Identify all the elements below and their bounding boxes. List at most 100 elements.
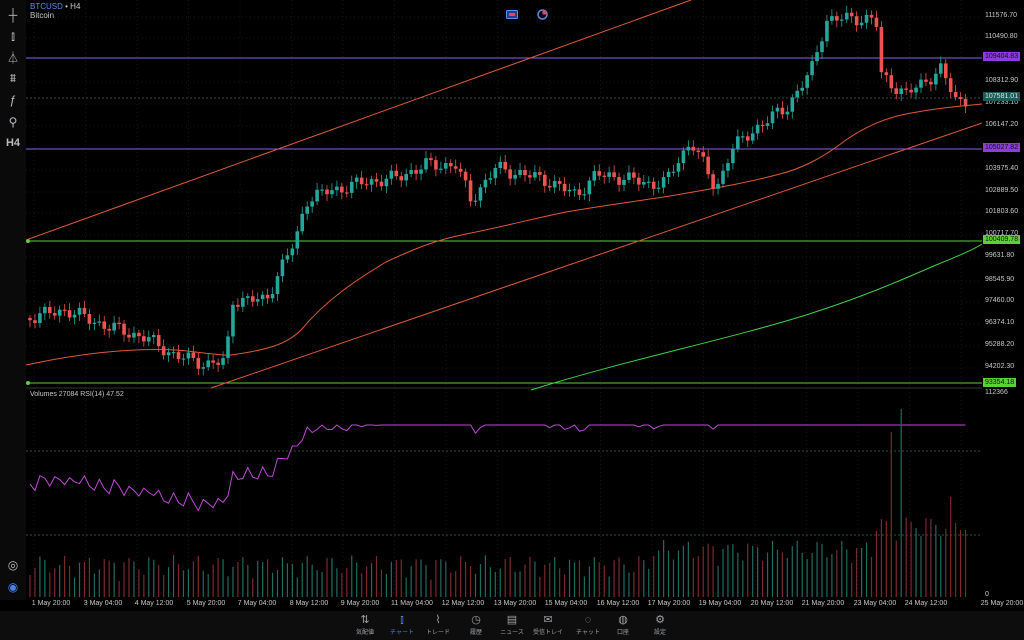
candle-body: [948, 78, 953, 92]
candle-body: [701, 152, 705, 157]
volume-bar: [469, 565, 472, 597]
volume-bar: [504, 558, 506, 597]
candle-body: [122, 323, 126, 335]
candle-body: [597, 171, 602, 176]
candle-body: [439, 168, 443, 170]
volume-bar: [390, 561, 392, 597]
price-chart[interactable]: [25, 0, 983, 600]
crosshair-icon[interactable]: ┼: [8, 8, 18, 22]
candle-body: [315, 189, 319, 202]
nav-chart[interactable]: ⫾ チャート: [382, 613, 422, 636]
volume-bar: [826, 557, 828, 597]
candle-body: [547, 185, 552, 188]
candle-body: [632, 172, 636, 178]
volume-bar: [281, 557, 284, 597]
volume-bar: [440, 559, 442, 597]
candle-body: [52, 313, 57, 316]
volume-bar: [375, 555, 378, 597]
volume-bar: [687, 541, 689, 597]
candle-body: [127, 334, 131, 338]
volume-bar: [880, 519, 882, 597]
price-label: 99631.80: [985, 252, 1015, 259]
candle-body: [750, 133, 755, 141]
nav-label: トレード: [425, 630, 450, 636]
candle-body: [894, 88, 899, 95]
candle-body: [795, 90, 800, 98]
candle-body: [409, 170, 413, 174]
candles-icon[interactable]: ⫾: [11, 28, 15, 43]
volume-bar: [232, 566, 234, 597]
indicators-icon[interactable]: ⏃: [6, 50, 19, 65]
candle-body: [884, 72, 889, 76]
candle-body: [399, 176, 404, 181]
time-label: 12 May 12:00: [441, 600, 485, 607]
volume-bar: [276, 569, 279, 597]
volume-bar: [395, 560, 397, 597]
price-axis[interactable]: 111576.70 110490.80 108312.90 107233.10 1061…: [983, 0, 1024, 600]
nav-inbox[interactable]: ✉ 受信トレイ: [528, 613, 568, 636]
screenshot-icon[interactable]: ◎: [7, 558, 19, 572]
candle-body: [651, 181, 656, 189]
candle-body: [260, 294, 265, 300]
volume-bar: [361, 573, 363, 597]
candle-body: [671, 171, 676, 173]
candle-body: [741, 136, 745, 138]
candle-body: [706, 156, 710, 175]
volume-bar: [677, 550, 680, 597]
volume-bar: [78, 562, 81, 597]
symbol-title: BTCUSD • H4 Bitcoin: [30, 2, 80, 20]
volume-bar: [593, 557, 595, 597]
volume-bar: [539, 576, 541, 597]
candle-body: [379, 181, 384, 187]
nav-trade[interactable]: ⌇ トレード: [418, 613, 458, 636]
volume-bar: [910, 521, 912, 597]
volume-bar: [608, 576, 610, 597]
volume-bar: [98, 569, 100, 597]
candle-body: [310, 201, 314, 207]
candle-body: [513, 174, 517, 179]
volume-bar: [158, 565, 160, 597]
candle-body: [483, 179, 488, 188]
function-icon[interactable]: ƒ: [9, 93, 17, 107]
volume-bar: [776, 549, 779, 597]
timeframe-label[interactable]: H4: [5, 137, 21, 149]
volume-bar: [524, 564, 526, 597]
nav-quotes[interactable]: ⇅ 気配値: [345, 613, 385, 636]
time-label: 7 May 04:00: [237, 600, 277, 607]
volume-bar: [771, 540, 774, 597]
candle-body: [622, 179, 626, 185]
nav-history[interactable]: ◷ 履歴: [456, 613, 496, 636]
volume-bar: [766, 552, 769, 597]
nav-account[interactable]: ◍ 口座: [603, 613, 643, 636]
volume-bar: [163, 575, 165, 597]
volume-bar: [301, 562, 303, 597]
volume-bar: [370, 563, 373, 597]
candle-body: [364, 184, 369, 186]
chart-area[interactable]: [25, 0, 983, 600]
nav-label: 口座: [616, 630, 629, 636]
nav-settings[interactable]: ⚙ 設定: [640, 613, 680, 636]
price-label: 108312.90: [985, 77, 1019, 84]
volume-bar: [212, 564, 214, 597]
volume-bar: [237, 561, 239, 597]
nav-news[interactable]: ▤ ニュース: [492, 613, 532, 636]
trade-panel-icon[interactable]: [506, 9, 518, 19]
volume-bar: [54, 568, 56, 597]
candle-body: [815, 52, 819, 62]
volume-bar: [816, 542, 818, 597]
volume-bar: [222, 559, 224, 597]
candle-body: [696, 150, 701, 153]
volume-bar: [336, 568, 338, 597]
candle-body: [874, 17, 879, 27]
volume-bar: [692, 558, 694, 597]
shapes-icon[interactable]: ⚲: [8, 115, 18, 129]
volume-bar: [341, 572, 343, 597]
settings-round-icon[interactable]: ◉: [7, 580, 19, 594]
candle-body: [463, 171, 468, 181]
candle-body: [458, 168, 463, 172]
clock-icon[interactable]: [536, 8, 548, 20]
nav-chat[interactable]: ◌ チャット: [568, 613, 608, 636]
candle-body: [488, 178, 493, 180]
price-label: 98545.90: [985, 276, 1015, 283]
filters-icon[interactable]: ⩩: [9, 70, 17, 85]
